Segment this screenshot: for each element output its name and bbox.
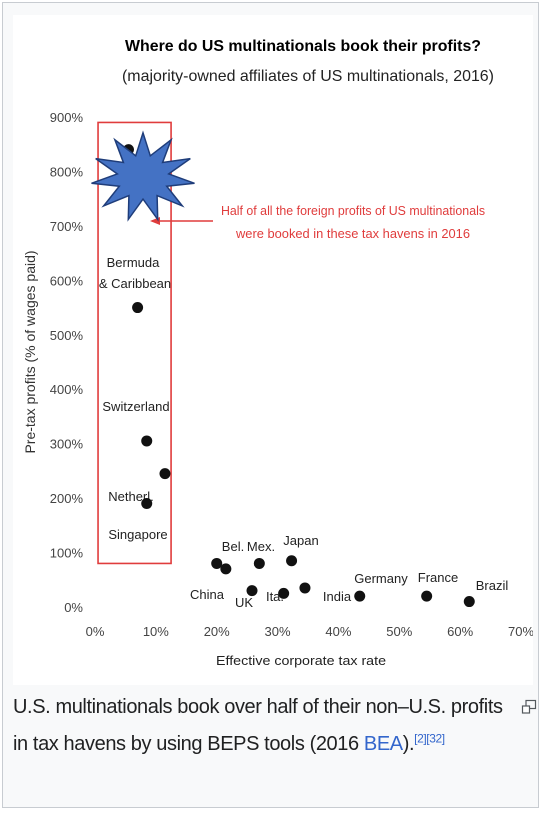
x-tick-label: 50% bbox=[386, 624, 412, 639]
tax-haven-box bbox=[97, 121, 172, 565]
data-point bbox=[246, 585, 258, 597]
y-tick-label: 100% bbox=[50, 546, 84, 561]
x-tick-label: 10% bbox=[143, 624, 169, 639]
data-point bbox=[299, 582, 311, 594]
y-tick-label: 700% bbox=[50, 219, 84, 234]
data-point bbox=[132, 302, 144, 314]
figure-caption: U.S. multinationals book over half of th… bbox=[13, 689, 513, 763]
point-label: UK bbox=[235, 595, 253, 610]
y-tick-label: 0% bbox=[64, 600, 83, 615]
reference-links[interactable]: [2][32] bbox=[414, 731, 445, 746]
x-tick-label: 40% bbox=[325, 624, 351, 639]
data-point bbox=[421, 590, 433, 602]
y-tick-label: 800% bbox=[50, 164, 84, 179]
burst-star-icon bbox=[91, 130, 195, 222]
magnify-clip-icon[interactable] bbox=[521, 699, 537, 715]
y-tick-label: 200% bbox=[50, 491, 84, 506]
annotation-line-2: were booked in these tax havens in 2016 bbox=[235, 226, 470, 241]
point-label: China bbox=[190, 587, 225, 602]
x-tick-label: 60% bbox=[447, 624, 473, 639]
point-label: Bel. bbox=[222, 539, 244, 554]
y-tick-label: 900% bbox=[50, 110, 84, 125]
annotation-line-1: Half of all the foreign profits of US mu… bbox=[221, 203, 485, 218]
y-tick-label: 500% bbox=[50, 328, 84, 343]
point-label: Japan bbox=[283, 533, 318, 548]
x-axis-label: Effective corporate tax rate bbox=[216, 653, 386, 668]
point-label: Bermuda bbox=[107, 255, 161, 270]
bea-link[interactable]: BEA bbox=[363, 733, 403, 755]
scatter-chart: Where do US multinationals book their pr… bbox=[22, 38, 533, 668]
caption-text: U.S. multinationals book over half of th… bbox=[13, 696, 503, 755]
y-tick-label: 400% bbox=[50, 382, 84, 397]
point-label: Mex. bbox=[247, 539, 275, 554]
point-label: Singapore bbox=[108, 527, 167, 542]
caption-tail: ). bbox=[402, 733, 415, 755]
data-point bbox=[220, 563, 232, 575]
data-point bbox=[354, 590, 366, 602]
data-point bbox=[286, 555, 298, 567]
data-point bbox=[159, 468, 171, 480]
point-label: India bbox=[323, 589, 352, 604]
annotation-arrowhead bbox=[150, 217, 160, 225]
point-label: Germany bbox=[354, 571, 408, 586]
point-label: Switzerland bbox=[102, 399, 169, 414]
x-tick-label: 0% bbox=[86, 624, 105, 639]
thumbnail-frame: Where do US multinationals book their pr… bbox=[2, 2, 539, 808]
data-point bbox=[278, 587, 290, 599]
y-axis-label: Pre-tax profits (% of wages paid) bbox=[22, 250, 38, 453]
x-tick-label: 30% bbox=[265, 624, 291, 639]
y-tick-label: 600% bbox=[50, 273, 84, 288]
x-tick-label: 20% bbox=[204, 624, 230, 639]
chart-subtitle: (majority-owned affiliates of US multina… bbox=[122, 68, 494, 85]
data-point bbox=[253, 557, 265, 569]
data-point bbox=[141, 498, 153, 510]
point-label: & Caribbean bbox=[99, 276, 171, 291]
chart-title: Where do US multinationals book their pr… bbox=[125, 38, 481, 55]
x-tick-label: 70% bbox=[508, 624, 533, 639]
y-tick-label: 300% bbox=[50, 437, 84, 452]
point-label: France bbox=[418, 570, 458, 585]
point-label: Ita. bbox=[266, 589, 284, 604]
data-point bbox=[141, 435, 153, 447]
data-point bbox=[463, 596, 475, 608]
data-point bbox=[211, 557, 223, 569]
point-label: Brazil bbox=[476, 578, 509, 593]
chart-figure[interactable]: Where do US multinationals book their pr… bbox=[13, 15, 533, 685]
